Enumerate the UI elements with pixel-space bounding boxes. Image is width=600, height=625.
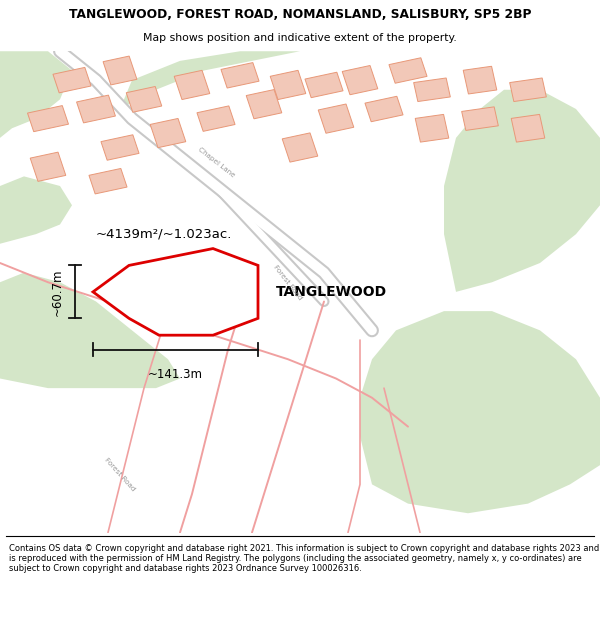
Polygon shape [389, 58, 427, 83]
Text: ~4139m²/~1.023ac.: ~4139m²/~1.023ac. [96, 228, 232, 241]
Polygon shape [509, 78, 547, 101]
Polygon shape [511, 114, 545, 142]
Polygon shape [318, 104, 354, 133]
Polygon shape [174, 71, 210, 99]
Polygon shape [197, 106, 235, 131]
Polygon shape [282, 133, 318, 162]
Text: TANGLEWOOD: TANGLEWOOD [276, 285, 387, 299]
Polygon shape [305, 72, 343, 98]
Text: Chapel Lane: Chapel Lane [197, 146, 235, 178]
Text: Forest Road: Forest Road [104, 457, 136, 492]
Polygon shape [270, 71, 306, 99]
Polygon shape [221, 62, 259, 88]
Polygon shape [53, 68, 91, 93]
Polygon shape [93, 249, 258, 335]
Polygon shape [103, 56, 137, 85]
Polygon shape [342, 66, 378, 95]
Polygon shape [120, 51, 300, 109]
Text: Map shows position and indicative extent of the property.: Map shows position and indicative extent… [143, 33, 457, 44]
Polygon shape [415, 114, 449, 142]
Polygon shape [77, 95, 115, 123]
Text: Forest Road: Forest Road [272, 264, 304, 301]
Text: ~141.3m: ~141.3m [148, 368, 203, 381]
Polygon shape [89, 169, 127, 194]
Polygon shape [126, 86, 162, 112]
Text: TANGLEWOOD, FOREST ROAD, NOMANSLAND, SALISBURY, SP5 2BP: TANGLEWOOD, FOREST ROAD, NOMANSLAND, SAL… [69, 8, 531, 21]
Polygon shape [461, 107, 499, 131]
Polygon shape [413, 78, 451, 101]
Polygon shape [463, 66, 497, 94]
Polygon shape [360, 311, 600, 513]
Polygon shape [150, 119, 186, 148]
Polygon shape [101, 135, 139, 160]
Polygon shape [0, 176, 72, 244]
Polygon shape [0, 51, 72, 138]
Text: Contains OS data © Crown copyright and database right 2021. This information is : Contains OS data © Crown copyright and d… [9, 544, 599, 573]
Polygon shape [444, 90, 600, 292]
Polygon shape [365, 96, 403, 122]
Polygon shape [28, 106, 68, 132]
Polygon shape [0, 272, 180, 388]
Polygon shape [30, 152, 66, 181]
Polygon shape [246, 89, 282, 119]
Text: ~60.7m: ~60.7m [51, 268, 64, 316]
